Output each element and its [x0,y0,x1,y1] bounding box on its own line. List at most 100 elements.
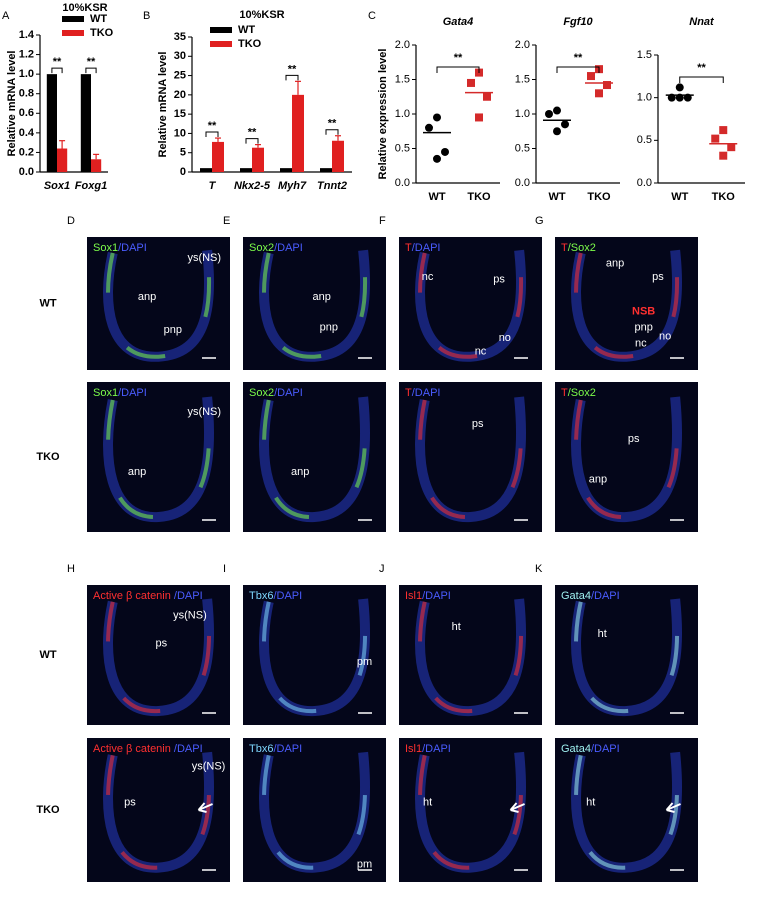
structure-label: nc [475,345,487,357]
stain-part: Active β catenin [93,743,174,755]
structure-label: no [659,331,671,343]
stain-part: /DAPI [412,242,441,254]
structure-label: pnp [320,321,338,333]
stain-part: Gata4 [561,743,591,755]
stain-label: Gata4/DAPI [561,743,620,755]
structure-label: ht [423,797,432,809]
x-tick-label: WT [671,191,688,203]
significance-bracket [51,67,63,74]
x-tick-label: T [209,180,217,192]
legend-label: TKO [238,38,262,50]
panel-letter: D [67,215,75,227]
data-point [711,134,720,143]
panel-letter: E [223,215,230,227]
row-label: WT [39,649,56,661]
y-tick-label: 1.0 [19,68,34,80]
tissue-stain [106,598,212,714]
y-tick-label: 35 [174,31,186,43]
stain-part: /DAPI [174,743,203,755]
y-tick-label: 0.4 [19,127,35,139]
bar [320,168,332,172]
significance-bracket [325,129,339,135]
y-tick-label: 1.2 [19,48,34,60]
stain-part: /DAPI [422,743,451,755]
structure-label: anp [312,291,330,303]
structure-label: ys(NS) [192,761,226,773]
row-label: WT [39,297,56,309]
stain-part: Sox2 [249,387,274,399]
panel-letter: J [379,563,385,575]
panel-letter: K [535,563,543,575]
y-tick-label: 1.0 [395,108,410,120]
y-tick-label: 0.6 [19,107,34,119]
structure-label: nc [422,271,434,283]
legend-label: WT [90,13,107,25]
row-label: TKO [36,804,60,816]
y-tick-label: 1.0 [637,92,652,104]
y-tick-label: 1.5 [515,73,530,85]
significance-label: ** [208,120,217,132]
stain-part: /DAPI [412,387,441,399]
stain-part: /Sox2 [568,387,596,399]
data-point [553,106,561,115]
data-point [433,113,441,122]
stain-part: /DAPI [118,387,147,399]
y-tick-label: 0.0 [19,166,34,178]
bar [200,168,212,172]
structure-label: ps [628,433,640,445]
bar [240,168,252,172]
tissue-stain [418,396,524,520]
structure-label: nc [635,337,647,349]
significance-bracket [85,67,97,74]
legend-swatch [210,27,232,33]
y-tick-label: 0 [180,166,186,178]
y-tick-label: 1.4 [19,29,35,41]
stain-part: Tbx6 [249,590,273,602]
x-tick-label: Nkx2-5 [234,180,271,192]
y-tick-label: 0.5 [515,142,530,154]
y-tick-label: 25 [174,69,186,81]
tissue-stain [574,598,680,714]
structure-label: anp [291,466,309,478]
structure-label: pm [357,656,372,668]
data-point [587,72,595,81]
y-tick-label: 1.5 [637,49,652,61]
bar [57,148,68,172]
structure-label: ps [156,638,168,650]
chart-title: 10%KSR [239,9,284,21]
y-tick-label: 0.8 [19,88,34,100]
stain-part: T [561,387,568,399]
x-tick-label: WT [428,191,445,203]
significance-bracket [679,76,724,83]
stain-part: /Sox2 [568,242,596,254]
significance-bracket [205,131,219,138]
legend-label: WT [238,24,255,36]
arrow [197,802,213,813]
y-tick-label: 20 [174,89,186,101]
data-point [441,147,449,156]
significance-bracket [285,74,299,81]
data-point [603,81,611,90]
stain-part: Tbx6 [249,743,273,755]
significance-label: ** [53,56,62,68]
x-tick-label: TKO [467,191,491,203]
structure-label: pnp [164,324,182,336]
tissue-stain [418,598,524,714]
x-tick-label: TKO [712,191,736,203]
panel-letter: H [67,563,75,575]
stain-label: T/Sox2 [561,387,596,399]
data-point [425,123,433,132]
panel-letter: B [143,10,150,22]
data-point [483,92,491,101]
structure-label: ps [124,797,136,809]
bar [252,147,264,172]
stain-part: Active β catenin [93,590,174,602]
data-point [719,126,728,135]
bar [332,140,344,172]
stain-part: /DAPI [118,242,147,254]
bar [46,74,57,172]
stain-label: Active β catenin /DAPI [93,590,203,602]
stain-part: T [405,387,412,399]
y-axis-label: Relative expression level [377,49,389,180]
stain-part: Gata4 [561,590,591,602]
